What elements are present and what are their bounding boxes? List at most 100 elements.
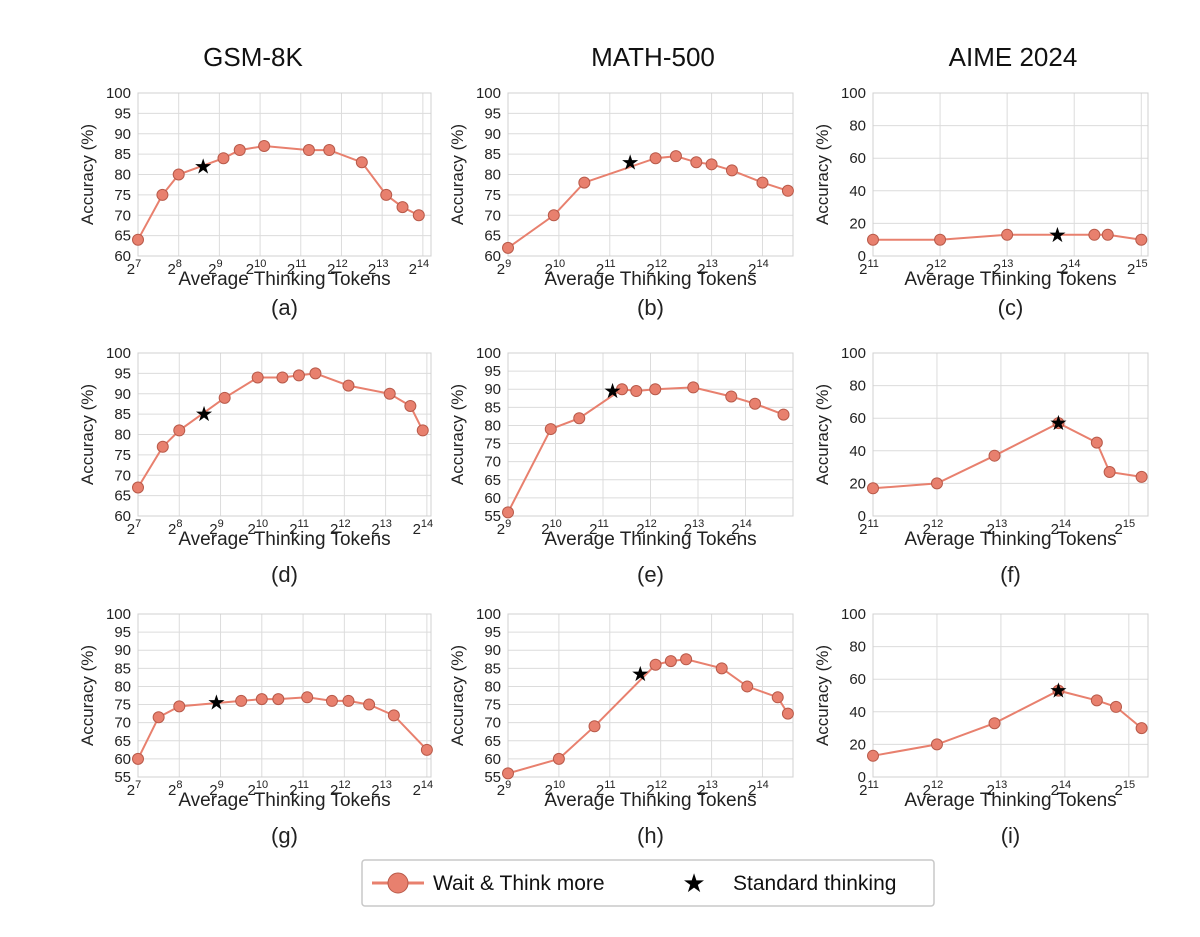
data-point: [867, 233, 879, 246]
x-tick-label: 210: [248, 779, 269, 799]
y-tick-label: 90: [484, 126, 501, 143]
data-point: [1135, 233, 1148, 246]
series-line: [507, 386, 784, 513]
x-tick-label: 27: [127, 258, 141, 278]
series-line: [507, 155, 789, 249]
y-tick-label: 100: [476, 606, 501, 623]
data-point: [1052, 684, 1065, 697]
data-point: [715, 662, 728, 675]
data-point: [235, 694, 248, 707]
y-tick-label: 85: [484, 399, 501, 416]
x-tick-label: 213: [371, 518, 392, 538]
data-point: [323, 144, 336, 157]
data-point: [380, 188, 393, 201]
y-tick-label: 100: [106, 345, 131, 362]
x-axis-label: Average Thinking Tokens: [544, 269, 756, 290]
data-point: [680, 653, 693, 666]
x-tick-label: 215: [1115, 518, 1136, 538]
data-point: [1101, 228, 1114, 241]
y-tick-label: 95: [484, 105, 501, 122]
data-point: [1090, 436, 1103, 449]
y-tick-label: 80: [484, 167, 501, 184]
data-point: [741, 680, 754, 693]
x-tick-label: 210: [545, 258, 566, 278]
data-point: [544, 423, 557, 436]
standard-thinking-star-icon: ★: [195, 403, 214, 426]
y-axis-label: Accuracy (%): [78, 124, 97, 225]
y-tick-label: 20: [849, 736, 866, 753]
data-point: [930, 738, 943, 751]
data-point: [547, 209, 560, 222]
data-point: [669, 150, 682, 163]
panel-label: (i): [1001, 823, 1021, 848]
data-point: [132, 481, 144, 494]
x-tick-label: 29: [208, 258, 222, 278]
data-point: [1103, 465, 1116, 478]
y-axis-label: Accuracy (%): [78, 384, 97, 485]
plot-frame: [507, 352, 794, 517]
y-tick-label: 40: [849, 443, 866, 460]
data-point: [552, 752, 565, 765]
plot-frame: [137, 613, 432, 778]
x-tick-label: 211: [289, 518, 309, 538]
data-point: [276, 371, 289, 384]
plot-frame: [507, 92, 794, 257]
y-tick-label: 60: [114, 751, 131, 768]
y-axis-label: Accuracy (%): [78, 645, 97, 746]
x-tick-label: 28: [168, 779, 182, 799]
y-tick-label: 100: [476, 345, 501, 362]
data-point: [1001, 228, 1014, 241]
x-tick-label: 28: [168, 518, 182, 538]
data-point: [1052, 417, 1065, 430]
data-point: [781, 707, 794, 720]
x-tick-label: 212: [636, 518, 657, 538]
x-tick-label: 211: [596, 258, 616, 278]
x-tick-label: 29: [497, 518, 511, 538]
y-axis-label: Accuracy (%): [813, 384, 832, 485]
y-tick-label: 0: [858, 248, 866, 265]
x-tick-label: 213: [993, 258, 1014, 278]
legend-star-icon: ★: [682, 868, 705, 898]
y-tick-label: 100: [841, 345, 866, 362]
y-tick-label: 100: [106, 606, 131, 623]
y-tick-label: 85: [114, 146, 131, 163]
data-point: [705, 158, 718, 171]
panel-label: (h): [637, 823, 664, 848]
y-tick-label: 85: [484, 146, 501, 163]
y-tick-label: 60: [484, 751, 501, 768]
x-tick-label: 212: [923, 518, 944, 538]
data-point: [502, 767, 514, 780]
data-point: [173, 424, 186, 437]
panel-label: (e): [637, 562, 664, 587]
data-point: [255, 693, 268, 706]
y-tick-label: 95: [484, 624, 501, 641]
panel-label: (c): [998, 295, 1024, 320]
plot-frame: [872, 352, 1149, 517]
data-point: [1135, 722, 1148, 735]
panel-b: 60 65 70 75 80 85 90 95 100 29 210 211 212 213 214 Accu…: [448, 85, 794, 320]
y-tick-label: 65: [484, 228, 501, 245]
data-point: [309, 367, 322, 380]
y-tick-label: 90: [114, 386, 131, 403]
x-axis-label: Average Thinking Tokens: [904, 529, 1116, 550]
y-tick-label: 90: [114, 126, 131, 143]
y-tick-label: 60: [484, 248, 501, 265]
data-point: [649, 383, 662, 396]
data-point: [664, 655, 677, 668]
data-point: [363, 698, 376, 711]
y-tick-label: 20: [849, 215, 866, 232]
y-tick-label: 95: [114, 365, 131, 382]
y-tick-label: 60: [849, 410, 866, 427]
x-tick-label: 214: [748, 779, 769, 799]
x-axis-label: Average Thinking Tokens: [904, 790, 1116, 811]
panel-i: 0 20 40 60 80 100 211 212 213 214 215 Accuracy (%) A…: [813, 606, 1149, 848]
data-point: [156, 188, 169, 201]
y-tick-label: 20: [849, 475, 866, 492]
data-point: [325, 694, 338, 707]
series-line: [872, 421, 1142, 490]
x-tick-label: 214: [1051, 779, 1072, 799]
y-tick-label: 75: [484, 697, 501, 714]
data-point: [725, 390, 738, 403]
y-tick-label: 60: [849, 671, 866, 688]
